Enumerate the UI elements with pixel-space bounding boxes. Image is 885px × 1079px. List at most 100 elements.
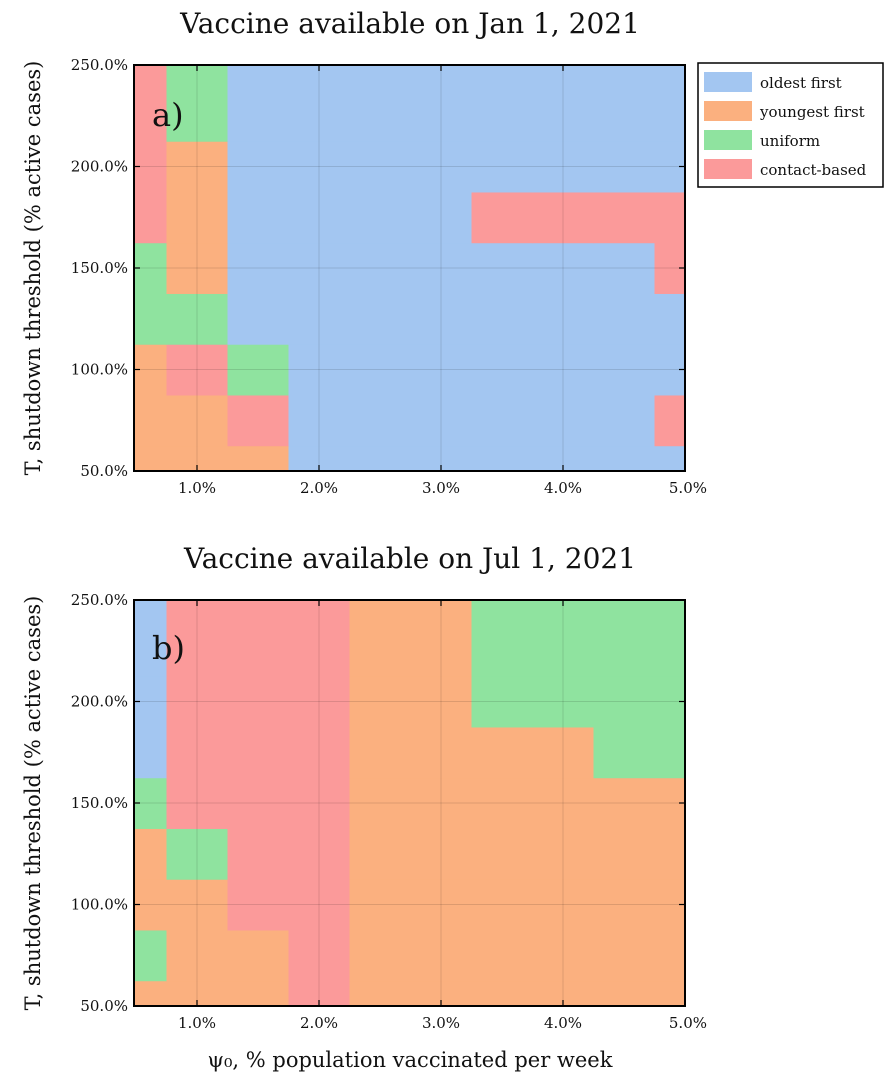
heatmap-cell bbox=[166, 394, 229, 447]
y-tick-label: 100.0% bbox=[71, 896, 128, 914]
y-tick-label: 200.0% bbox=[71, 693, 128, 711]
heatmap-cell bbox=[593, 676, 656, 728]
heatmap-cell bbox=[227, 980, 290, 1006]
legend: oldest first youngest first uniform contact… bbox=[697, 62, 884, 188]
heatmap-cell bbox=[471, 394, 534, 447]
legend-item-label: uniform bbox=[760, 132, 820, 150]
heatmap-cell bbox=[134, 625, 168, 677]
heatmap-cell bbox=[227, 242, 290, 294]
heatmap-cell bbox=[593, 445, 656, 471]
heatmap-cell bbox=[349, 726, 412, 779]
legend-item-label: oldest first bbox=[760, 74, 842, 92]
legend-swatch bbox=[704, 72, 752, 92]
heatmap-cell bbox=[227, 600, 290, 626]
heatmap-cell bbox=[227, 777, 290, 829]
heatmap-cell bbox=[471, 141, 534, 193]
heatmap-cell bbox=[134, 726, 168, 779]
heatmap-cell bbox=[166, 625, 229, 677]
y-tick-label: 250.0% bbox=[71, 56, 128, 74]
heatmap-cell bbox=[593, 65, 656, 91]
heatmap-cell bbox=[166, 344, 229, 396]
heatmap-cell bbox=[532, 191, 595, 244]
heatmap-cell bbox=[288, 879, 351, 931]
heatmap-cell bbox=[349, 394, 412, 447]
y-axis-label: T, shutdown threshold (% active cases) bbox=[21, 61, 45, 476]
x-tick-label: 4.0% bbox=[544, 1014, 582, 1032]
heatmap-cell bbox=[593, 141, 656, 193]
heatmap-cell bbox=[471, 344, 534, 396]
heatmap-cell bbox=[166, 242, 229, 294]
heatmap-cell bbox=[166, 777, 229, 829]
heatmap-cell bbox=[410, 90, 473, 142]
y-axis-label: T, shutdown threshold (% active cases) bbox=[21, 596, 45, 1011]
y-tick-label: 200.0% bbox=[71, 158, 128, 176]
heatmap-cell bbox=[654, 394, 685, 447]
heatmap-cell bbox=[593, 777, 656, 829]
heatmap-cell bbox=[349, 600, 412, 626]
heatmap-cell bbox=[532, 828, 595, 880]
heatmap-cell bbox=[410, 293, 473, 345]
heatmap-cell bbox=[227, 445, 290, 471]
heatmap-cell bbox=[471, 726, 534, 779]
y-tick-label: 50.0% bbox=[80, 462, 128, 480]
heatmap-cell bbox=[471, 293, 534, 345]
heatmap-cell bbox=[227, 625, 290, 677]
heatmap-cell bbox=[288, 394, 351, 447]
heatmap-cell bbox=[410, 828, 473, 880]
heatmap-cell bbox=[471, 777, 534, 829]
heatmap-cell bbox=[654, 828, 685, 880]
heatmap-cell bbox=[349, 929, 412, 982]
heatmap-cell bbox=[166, 293, 229, 345]
panel-b: 1.0% 2.0% 3.0% 4.0% 5.0% 50.0% 100.0% 150.0% 200… bbox=[21, 542, 707, 1032]
y-tick-label: 250.0% bbox=[71, 591, 128, 609]
heatmap-cell bbox=[227, 141, 290, 193]
heatmap-cell bbox=[471, 90, 534, 142]
grid bbox=[134, 600, 685, 1006]
panel-a: 1.0% 2.0% 3.0% 4.0% 5.0% 50.0% 100.0% 150.0% 200… bbox=[21, 7, 707, 497]
heatmap-cell bbox=[349, 191, 412, 244]
heatmap-cell bbox=[227, 90, 290, 142]
heatmap-cell bbox=[593, 90, 656, 142]
heatmap-cell bbox=[410, 141, 473, 193]
heatmap-cell bbox=[471, 828, 534, 880]
heatmap-cell bbox=[654, 625, 685, 677]
heatmap-cell bbox=[410, 344, 473, 396]
x-tick-label: 3.0% bbox=[422, 479, 460, 497]
heatmap-cell bbox=[288, 344, 351, 396]
heatmap-cell bbox=[166, 90, 229, 142]
heatmap-cell bbox=[288, 141, 351, 193]
heatmap-cell bbox=[227, 65, 290, 91]
heatmap-cell bbox=[288, 242, 351, 294]
heatmap-cell bbox=[410, 929, 473, 982]
heatmap-cell bbox=[166, 676, 229, 728]
y-tick-label: 100.0% bbox=[71, 361, 128, 379]
heatmap-cell bbox=[410, 625, 473, 677]
heatmap-cell bbox=[593, 191, 656, 244]
heatmap-cell bbox=[593, 980, 656, 1006]
heatmap-cell bbox=[288, 726, 351, 779]
heatmap-cell bbox=[593, 394, 656, 447]
heatmap-cell bbox=[471, 929, 534, 982]
heatmap-cell bbox=[471, 65, 534, 91]
heatmap-cell bbox=[471, 879, 534, 931]
heatmap-cell bbox=[349, 141, 412, 193]
x-tick-label: 1.0% bbox=[178, 479, 216, 497]
heatmap-cell bbox=[410, 879, 473, 931]
heatmap-cell bbox=[349, 879, 412, 931]
heatmap-cell bbox=[134, 929, 168, 982]
heatmap-cell bbox=[166, 929, 229, 982]
x-tick-label: 2.0% bbox=[300, 479, 338, 497]
heatmap-cell bbox=[654, 90, 685, 142]
heatmap-cell bbox=[227, 929, 290, 982]
heatmap-cell bbox=[471, 980, 534, 1006]
x-axis-label: ψ₀, % population vaccinated per week bbox=[208, 1048, 613, 1072]
heatmap-cell bbox=[654, 929, 685, 982]
heatmap-cell bbox=[349, 828, 412, 880]
heatmap-cell bbox=[532, 394, 595, 447]
y-tick-label: 150.0% bbox=[71, 259, 128, 277]
heatmap-cell bbox=[227, 293, 290, 345]
chart-title: Vaccine available on Jan 1, 2021 bbox=[179, 7, 640, 40]
heatmap-cell bbox=[227, 394, 290, 447]
heatmap-cell bbox=[532, 676, 595, 728]
x-tick-label: 2.0% bbox=[300, 1014, 338, 1032]
